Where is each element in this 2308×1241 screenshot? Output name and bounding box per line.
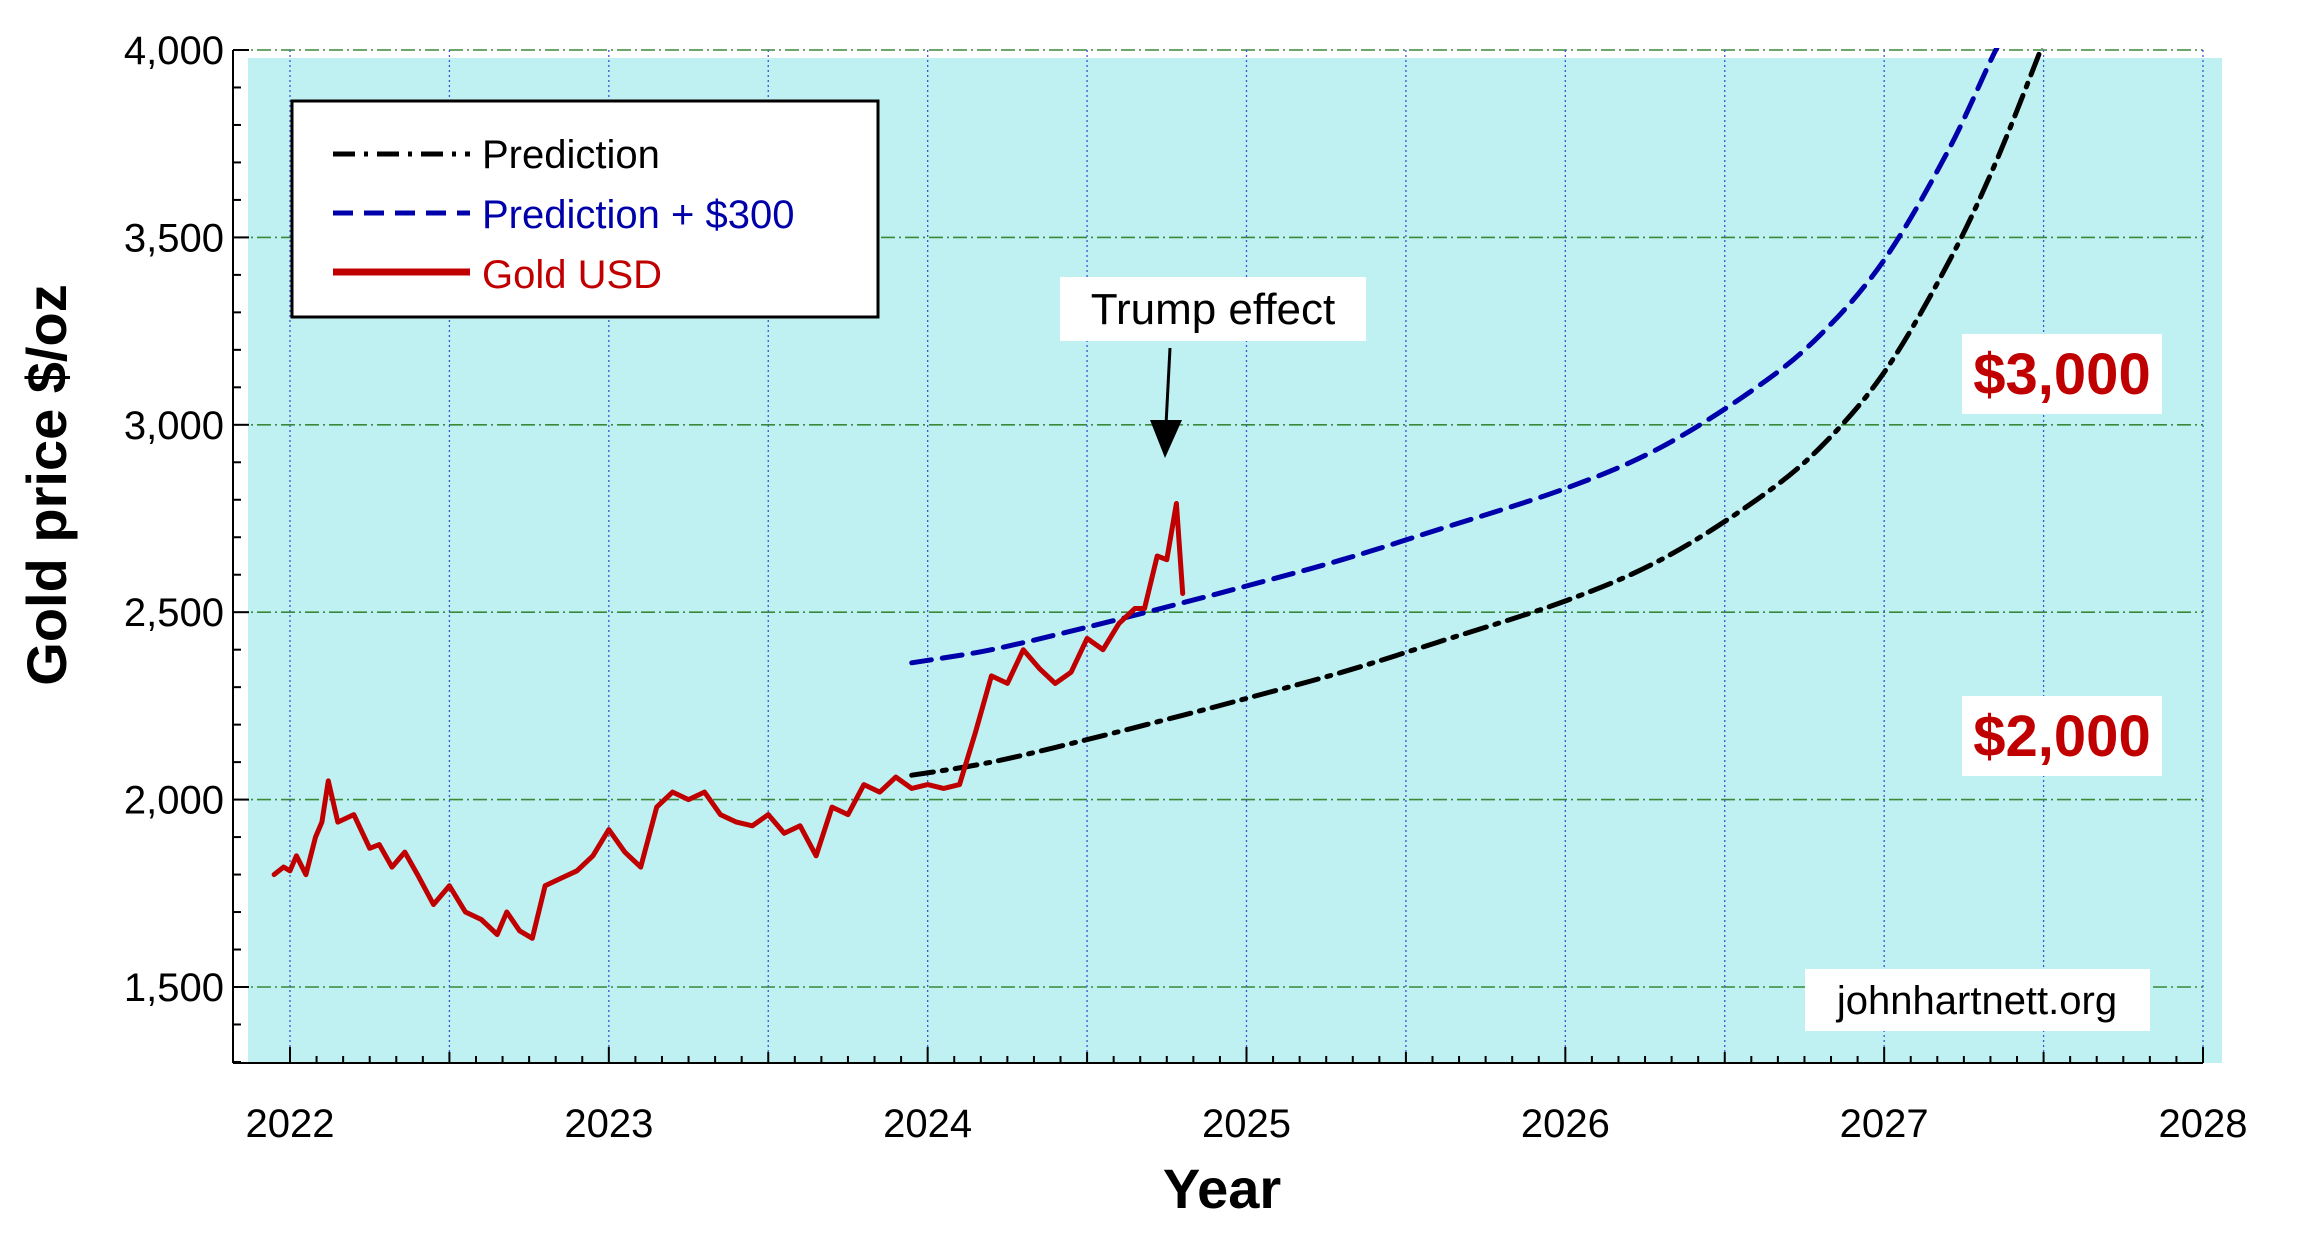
label-3000-box: [1962, 334, 2162, 414]
grid-lines: [233, 49, 2204, 1063]
y-tick-label: 3,000: [124, 404, 224, 448]
watermark-box: [1805, 969, 2150, 1031]
series-line-prediction-300: [909, 48, 2000, 666]
legend-label-prediction-plus-300: Prediction + $300: [482, 193, 794, 237]
x-axis-title: Year: [1163, 1157, 1281, 1220]
legend: Prediction Prediction + $300 Gold USD: [290, 99, 880, 319]
legend-box: [290, 99, 880, 319]
trump-effect-annotation: Trump effect: [1060, 277, 1366, 458]
x-tick-label: 2022: [246, 1102, 335, 1146]
label-3000: $3,000: [1962, 334, 2162, 414]
label-3000-text: $3,000: [1973, 342, 2150, 407]
y-tick-label: 2,000: [124, 779, 224, 823]
label-2000-box: [1962, 696, 2162, 776]
trump-effect-box: [1060, 277, 1366, 341]
trump-effect-arrow-shaft: [1164, 347, 1172, 426]
watermark-text: johnhartnett.org: [1836, 979, 2117, 1023]
x-tick-label: 2027: [1840, 1102, 1929, 1146]
series-line-prediction: [909, 48, 2045, 778]
y-tick-label: 3,500: [124, 216, 224, 260]
tick-labels: 1,500 2,000 2,500 3,000 3,500 4,000 2022 2023 20…: [124, 29, 2248, 1146]
trump-effect-arrow-head: [1150, 420, 1182, 458]
legend-label-prediction: Prediction: [482, 133, 660, 177]
x-tick-label: 2024: [883, 1102, 972, 1146]
x-tick-label: 2028: [2159, 1102, 2248, 1146]
series-lines: [271, 48, 2045, 941]
label-2000-text: $2,000: [1973, 704, 2150, 769]
y-tick-label: 1,500: [124, 966, 224, 1010]
watermark: johnhartnett.org: [1805, 969, 2150, 1031]
axes: [232, 49, 2204, 1064]
y-tick-label: 4,000: [124, 29, 224, 73]
y-axis-title: Gold price $/oz: [15, 284, 78, 685]
trump-effect-label: Trump effect: [1091, 285, 1336, 334]
y-tick-label: 2,500: [124, 591, 224, 635]
legend-label-gold-usd: Gold USD: [482, 253, 662, 297]
x-tick-label: 2025: [1202, 1102, 1291, 1146]
x-tick-label: 2023: [564, 1102, 653, 1146]
series-line-gold-usd: [271, 501, 1186, 941]
x-tick-label: 2026: [1521, 1102, 1610, 1146]
label-2000: $2,000: [1962, 696, 2162, 776]
